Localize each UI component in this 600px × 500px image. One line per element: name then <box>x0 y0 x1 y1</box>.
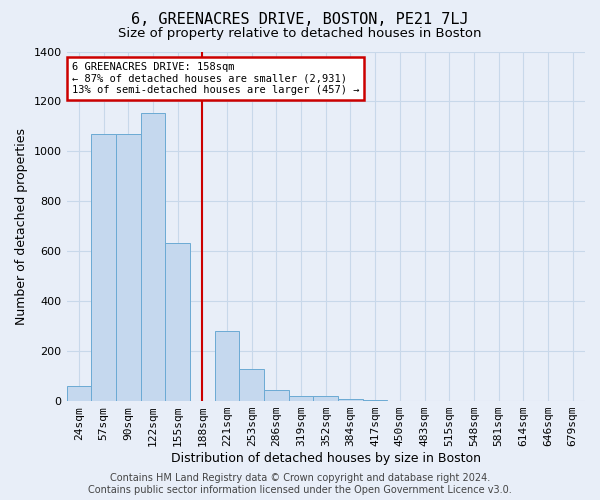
Bar <box>215 331 239 401</box>
Bar <box>165 242 190 401</box>
Bar <box>91 134 116 401</box>
Text: Size of property relative to detached houses in Boston: Size of property relative to detached ho… <box>118 28 482 40</box>
Bar <box>363 400 388 401</box>
Bar <box>264 390 289 401</box>
Bar <box>239 368 264 401</box>
Text: 6, GREENACRES DRIVE, BOSTON, PE21 7LJ: 6, GREENACRES DRIVE, BOSTON, PE21 7LJ <box>131 12 469 28</box>
Text: Contains HM Land Registry data © Crown copyright and database right 2024.
Contai: Contains HM Land Registry data © Crown c… <box>88 474 512 495</box>
Bar <box>116 134 140 401</box>
Bar <box>313 396 338 401</box>
Bar <box>140 112 165 401</box>
Text: 6 GREENACRES DRIVE: 158sqm
← 87% of detached houses are smaller (2,931)
13% of s: 6 GREENACRES DRIVE: 158sqm ← 87% of deta… <box>72 62 359 95</box>
Bar <box>338 398 363 401</box>
X-axis label: Distribution of detached houses by size in Boston: Distribution of detached houses by size … <box>171 452 481 465</box>
Bar <box>67 386 91 401</box>
Bar <box>289 396 313 401</box>
Y-axis label: Number of detached properties: Number of detached properties <box>15 128 28 325</box>
